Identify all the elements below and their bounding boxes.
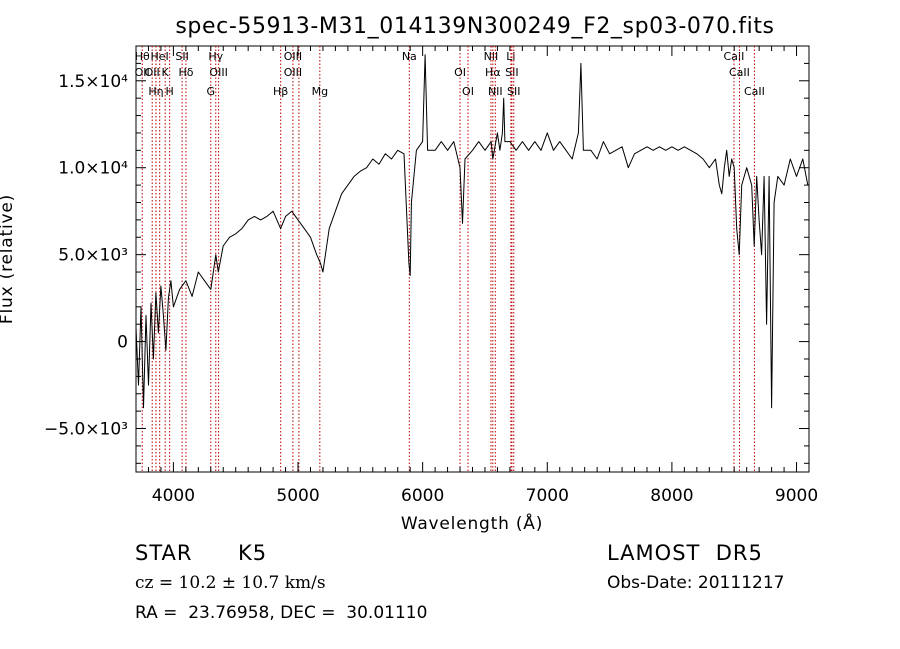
marker-label: OIII: [284, 50, 302, 63]
marker-label: OIII: [209, 66, 227, 79]
marker-label: NII: [484, 50, 499, 63]
marker-label: Hγ: [208, 50, 223, 63]
marker-label: SII: [175, 50, 188, 63]
x-axis: 4000 5000 6000 7000 8000 9000: [135, 46, 818, 506]
y-tick-label: −5.0×10³: [44, 420, 128, 440]
x-tick-label: 4000: [152, 486, 195, 506]
y-tick-label: 5.0×10³: [58, 246, 128, 266]
marker-label: HeI: [151, 50, 169, 63]
marker-label: Hθ: [135, 50, 150, 63]
x-tick-label: 8000: [650, 486, 693, 506]
marker-label: SII: [505, 66, 518, 79]
marker-label: H: [166, 85, 174, 98]
coordinates: RA = 23.76958, DEC = 30.01110: [135, 603, 428, 623]
y-tick-label: 0: [117, 333, 128, 353]
x-tick-label: 7000: [526, 486, 569, 506]
flux-series: [135, 54, 809, 409]
marker-label: Hη: [148, 85, 163, 98]
marker-label: Na: [402, 50, 417, 63]
x-tick-label: 9000: [775, 486, 818, 506]
marker-label: OII: [135, 66, 150, 79]
marker-label: NII: [488, 85, 503, 98]
marker-label: G: [207, 85, 216, 98]
marker-label: Hδ: [178, 66, 193, 79]
marker-label: OIII: [284, 66, 302, 79]
marker-label: OI: [462, 85, 474, 98]
marker-label: CaII: [729, 66, 750, 79]
survey-name: LAMOST DR5: [607, 541, 763, 565]
redshift-text: cz = 10.2 ± 10.7 km/s: [135, 573, 326, 593]
marker-label: Li: [506, 50, 515, 63]
y-tick-label: 1.5×10⁴: [58, 72, 128, 92]
x-tick-label: 6000: [401, 486, 444, 506]
marker-label: SII: [507, 85, 520, 98]
y-tick-label: 1.0×10⁴: [58, 159, 128, 179]
y-axis: −5.0×10³ 0 5.0×10³ 1.0×10⁴ 1.5×10⁴: [44, 45, 809, 464]
marker-label: OI: [454, 66, 466, 79]
flux-line: [135, 54, 809, 409]
x-tick-label: 5000: [276, 486, 319, 506]
subclass: K5: [238, 541, 268, 565]
marker-label: CaII: [744, 85, 765, 98]
marker-label: Hα: [485, 66, 501, 79]
object-class: STAR: [135, 541, 193, 565]
x-axis-label: Wavelength (Å): [401, 512, 543, 534]
y-axis-label: Flux (relative): [0, 194, 17, 324]
observation-date: Obs-Date: 20111217: [607, 573, 785, 593]
marker-label: Mg: [312, 85, 328, 98]
marker-label: CaII: [724, 50, 745, 63]
plot-frame: [135, 45, 810, 473]
marker-label: OII: [145, 66, 160, 79]
marker-label: K: [162, 66, 170, 79]
marker-label: Hβ: [273, 85, 288, 98]
chart-title: spec-55913-M31_014139N300249_F2_sp03-070…: [175, 14, 774, 39]
